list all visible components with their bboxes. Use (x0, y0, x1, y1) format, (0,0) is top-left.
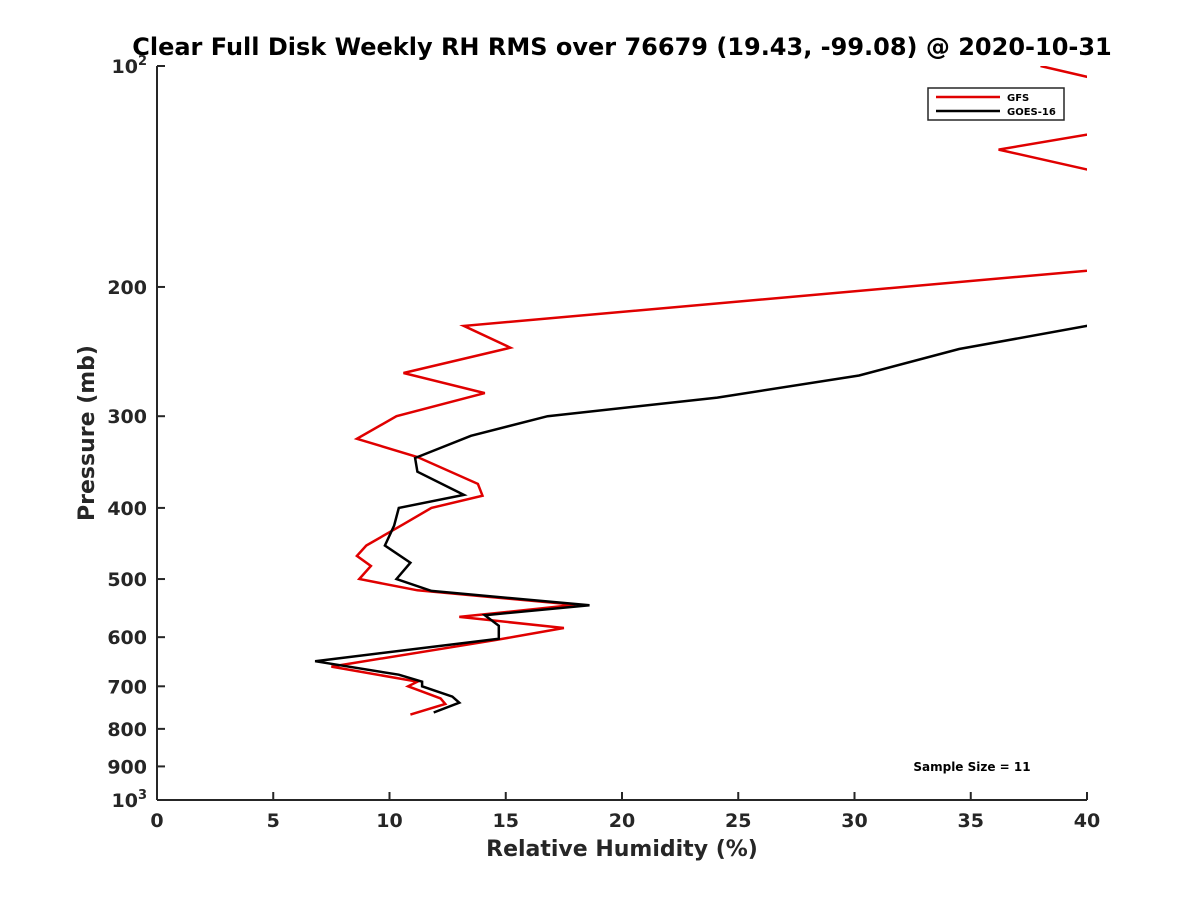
x-tick-label: 10 (376, 810, 402, 832)
y-ticks: 102 200 300 400 500 600 700 800 900 103 (107, 54, 165, 812)
x-tick-label: 25 (725, 810, 751, 832)
x-tick-label: 35 (958, 810, 984, 832)
legend-box (927, 87, 1065, 121)
x-tick-label: 5 (267, 810, 280, 832)
y-tick-label: 900 (107, 756, 147, 778)
y-tick-label: 800 (107, 719, 147, 741)
y-tick-label: 700 (107, 676, 147, 698)
y-tick-label: 102 (112, 54, 148, 78)
y-tick-label: 103 (112, 788, 148, 812)
sample-size-annotation: Sample Size = 11 (913, 760, 1030, 774)
x-tick-label: 30 (841, 810, 867, 832)
legend: GFS GOES-16 (927, 87, 1065, 121)
x-tick-label: 0 (150, 810, 163, 832)
y-tick-label: 300 (107, 406, 147, 428)
x-ticks: 0 5 10 15 20 25 30 35 40 (150, 792, 1100, 832)
series-line-gfs (331, 66, 1087, 716)
y-tick-label: 400 (107, 498, 147, 520)
legend-label-goes-16: GOES-16 (1007, 107, 1056, 118)
y-axis-label: Pressure (mb) (75, 345, 100, 521)
x-tick-label: 20 (609, 810, 635, 832)
x-tick-label: 40 (1074, 810, 1100, 832)
y-tick-label: 600 (107, 627, 147, 649)
x-tick-label: 15 (493, 810, 519, 832)
chart-title: Clear Full Disk Weekly RH RMS over 76679… (132, 33, 1112, 61)
series-layer (314, 66, 1087, 716)
legend-label-gfs: GFS (1007, 93, 1029, 104)
y-tick-label: 200 (107, 277, 147, 299)
y-tick-label: 500 (107, 569, 147, 591)
series-line-goes-16 (314, 324, 1087, 714)
x-axis-label: Relative Humidity (%) (486, 837, 758, 862)
